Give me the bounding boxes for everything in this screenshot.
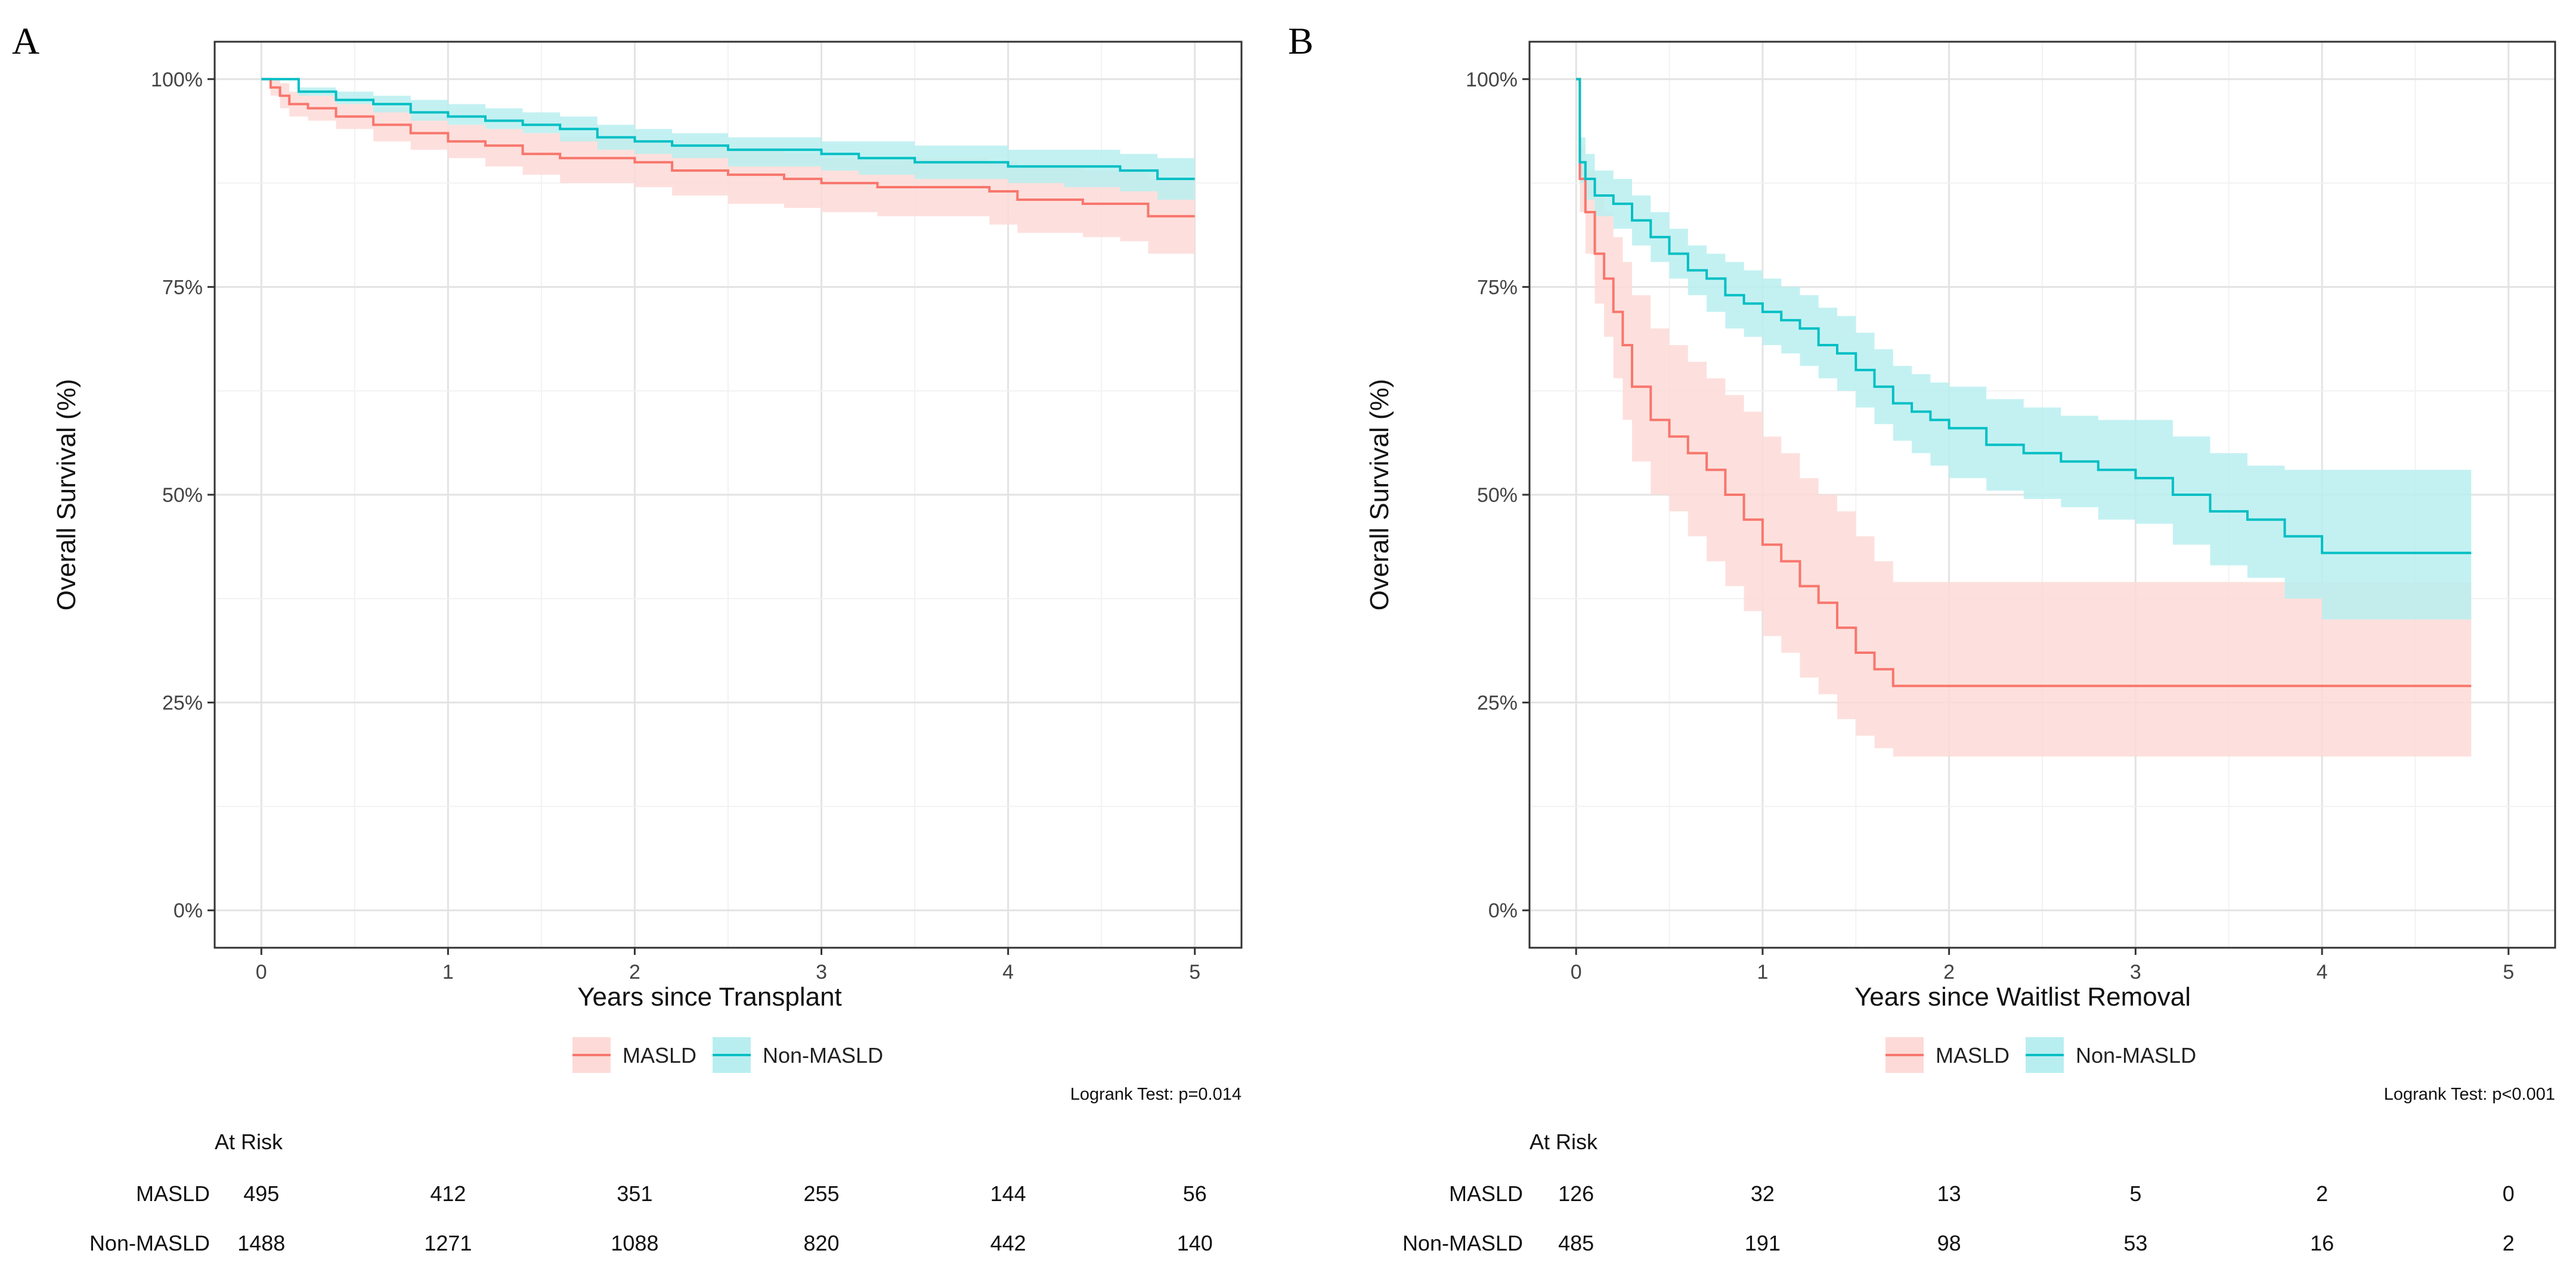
x-tick-label-a: 3 <box>816 961 827 984</box>
legend-label-nonmasld-a: Non-MASLD <box>763 1043 883 1068</box>
risk-value-masld-b: 0 <box>2503 1181 2515 1206</box>
risk-table-title-a: At Risk <box>215 1130 283 1154</box>
risk-value-masld-a: 351 <box>617 1181 652 1206</box>
risk-table-title-b: At Risk <box>1530 1130 1598 1154</box>
panel-a: A 0 1 2 3 4 50%25%50%75%100% Years since Tran… <box>12 20 1243 1255</box>
risk-value-nonmasld-b: 2 <box>2503 1231 2515 1255</box>
x-tick-label-a: 0 <box>256 961 267 984</box>
logrank-annotation-b: Logrank Test: p<0.001 <box>2384 1085 2555 1104</box>
risk-value-nonmasld-a: 820 <box>804 1231 840 1255</box>
risk-value-masld-b: 2 <box>2316 1181 2328 1206</box>
legend-label-masld-a: MASLD <box>623 1043 696 1068</box>
risk-value-masld-b: 5 <box>2129 1181 2141 1206</box>
risk-value-nonmasld-a: 140 <box>1177 1231 1213 1255</box>
x-tick-label-b: 0 <box>1571 961 1582 984</box>
risk-value-masld-a: 255 <box>804 1181 840 1206</box>
risk-value-nonmasld-b: 98 <box>1937 1231 1961 1255</box>
y-axis-title-a: Overall Survival (%) <box>52 379 81 611</box>
y-tick-label-a: 0% <box>174 899 203 922</box>
y-tick-label-b: 0% <box>1488 899 1518 922</box>
x-tick-label-b: 1 <box>1757 961 1768 984</box>
legend-a: MASLD Non-MASLD <box>572 1037 883 1073</box>
panel-letter-a: A <box>12 20 39 62</box>
legend-label-masld-b: MASLD <box>1936 1043 2010 1068</box>
risk-value-masld-a: 144 <box>990 1181 1026 1206</box>
x-tick-label-b: 5 <box>2503 961 2514 984</box>
risk-value-masld-a: 495 <box>243 1181 279 1206</box>
risk-row-label-masld-b: MASLD <box>1449 1181 1523 1206</box>
survival-line-masld-b <box>1576 77 2472 687</box>
x-tick-label-a: 4 <box>1002 961 1014 984</box>
x-tick-label-b: 2 <box>1943 961 1955 984</box>
y-tick-label-b: 25% <box>1477 692 1518 715</box>
y-tick-label-a: 100% <box>151 69 203 91</box>
y-axis-title-b: Overall Survival (%) <box>1365 379 1394 611</box>
logrank-annotation-a: Logrank Test: p=0.014 <box>1070 1085 1241 1104</box>
risk-row-label-masld-a: MASLD <box>136 1181 210 1206</box>
risk-value-masld-b: 13 <box>1937 1181 1961 1206</box>
risk-value-nonmasld-a: 1088 <box>611 1231 658 1255</box>
risk-row-label-nonmasld-b: Non-MASLD <box>1402 1231 1523 1255</box>
y-tick-label-a: 75% <box>162 276 203 299</box>
y-tick-label-b: 50% <box>1477 484 1518 507</box>
risk-value-masld-b: 32 <box>1751 1181 1775 1206</box>
risk-value-nonmasld-b: 16 <box>2310 1231 2334 1255</box>
risk-value-masld-b: 126 <box>1558 1181 1594 1206</box>
x-axis-title-b: Years since Waitlist Removal <box>1854 982 2191 1012</box>
x-axis-title-a: Years since Transplant <box>577 982 842 1012</box>
y-tick-label-b: 100% <box>1466 69 1518 91</box>
x-tick-label-a: 5 <box>1189 961 1200 984</box>
survival-line-nonmasld-a <box>261 77 1195 181</box>
ci-band-nonmasld-a <box>261 79 1195 200</box>
ci-band-nonmasld-b <box>1576 79 2472 620</box>
x-tick-label-b: 4 <box>2317 961 2328 984</box>
panel-b: B 0 1 2 3 4 50%25%50%75%100% Years since Wait… <box>1288 20 2556 1255</box>
y-tick-label-b: 75% <box>1477 276 1518 299</box>
risk-value-nonmasld-b: 53 <box>2123 1231 2147 1255</box>
risk-value-nonmasld-a: 1271 <box>424 1231 472 1255</box>
x-tick-label-b: 3 <box>2130 961 2141 984</box>
risk-value-nonmasld-a: 442 <box>990 1231 1026 1255</box>
survival-line-masld-a <box>261 77 1195 218</box>
y-tick-label-a: 50% <box>162 484 203 507</box>
risk-value-masld-a: 412 <box>430 1181 466 1206</box>
legend-b: MASLD Non-MASLD <box>1885 1037 2196 1073</box>
risk-value-masld-a: 56 <box>1183 1181 1207 1206</box>
y-tick-label-a: 25% <box>162 692 203 715</box>
risk-value-nonmasld-b: 485 <box>1558 1231 1594 1255</box>
x-tick-label-a: 1 <box>442 961 454 984</box>
panel-letter-b: B <box>1288 20 1314 62</box>
x-tick-label-a: 2 <box>629 961 640 984</box>
risk-table-b: At Risk MASLD Non-MASLD 126 32 13 5 2 0 485 191… <box>1402 1130 2515 1255</box>
risk-table-a: At Risk MASLD Non-MASLD 495 412 351 255 144 5… <box>89 1130 1213 1255</box>
risk-row-label-nonmasld-a: Non-MASLD <box>89 1231 210 1255</box>
risk-value-nonmasld-b: 191 <box>1745 1231 1781 1255</box>
risk-value-nonmasld-a: 1488 <box>237 1231 285 1255</box>
legend-label-nonmasld-b: Non-MASLD <box>2076 1043 2196 1068</box>
survival-line-nonmasld-b <box>1576 77 2472 554</box>
